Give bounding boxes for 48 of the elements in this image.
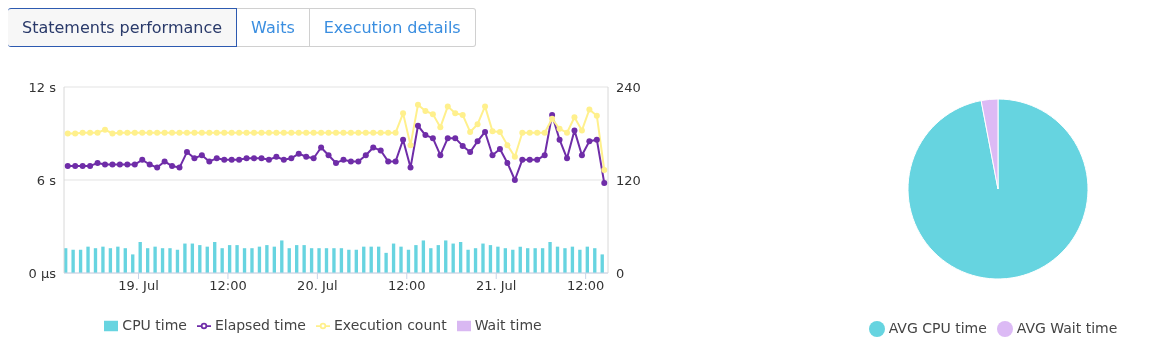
x-tick-label: 12:00 [209,278,247,294]
y2-tick-label: 0 [616,265,625,281]
y-tick-label: 0 μs [28,265,57,281]
bar [466,249,470,273]
legend-label: AVG Wait time [1016,320,1118,336]
pie-slice [907,98,1089,280]
bar [220,248,224,273]
bar [533,248,537,273]
bar [71,249,75,273]
bar [302,245,306,273]
legend-label: Execution count [333,317,447,333]
x-tick-label: 12:00 [388,278,426,294]
legend-label: Wait time [474,317,542,333]
bar [235,245,239,273]
x-tick-label: 21. Jul [475,278,517,294]
bar [101,246,105,273]
bar [347,249,351,273]
bar [481,243,485,273]
bar [183,243,187,273]
y-tick-label: 6 s [36,172,57,188]
bar [86,246,90,273]
y-tick-label: 12 s [28,79,57,95]
bar [317,248,321,273]
bar [578,249,582,273]
text: Statements performance [8,8,238,47]
bar [168,248,172,273]
legend-label: Elapsed time [214,317,306,333]
text: Execution details [309,8,476,47]
x-tick-label: 20. Jul [297,278,338,294]
bar [429,248,433,273]
x-tick-label: 12:00 [566,278,605,294]
bar [496,246,500,273]
legend-label: AVG CPU time [888,320,987,336]
bar [384,252,388,273]
bar [153,246,157,273]
bar [250,248,254,273]
bar [399,246,403,273]
y2-tick-label: 120 [616,172,641,188]
bar [563,248,567,273]
bar [548,242,552,273]
bar [332,248,336,273]
x-tick-label: 19. Jul [118,278,159,294]
bar [265,245,269,273]
y2-tick-label: 240 [616,79,641,95]
text: Waits [237,8,310,47]
bar [116,246,120,273]
legend-label: CPU time [122,317,187,333]
bar [414,245,418,273]
